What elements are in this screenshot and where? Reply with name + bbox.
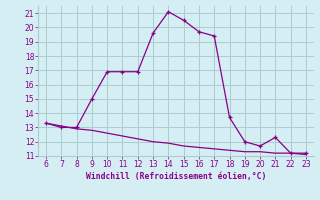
X-axis label: Windchill (Refroidissement éolien,°C): Windchill (Refroidissement éolien,°C) [86,172,266,181]
